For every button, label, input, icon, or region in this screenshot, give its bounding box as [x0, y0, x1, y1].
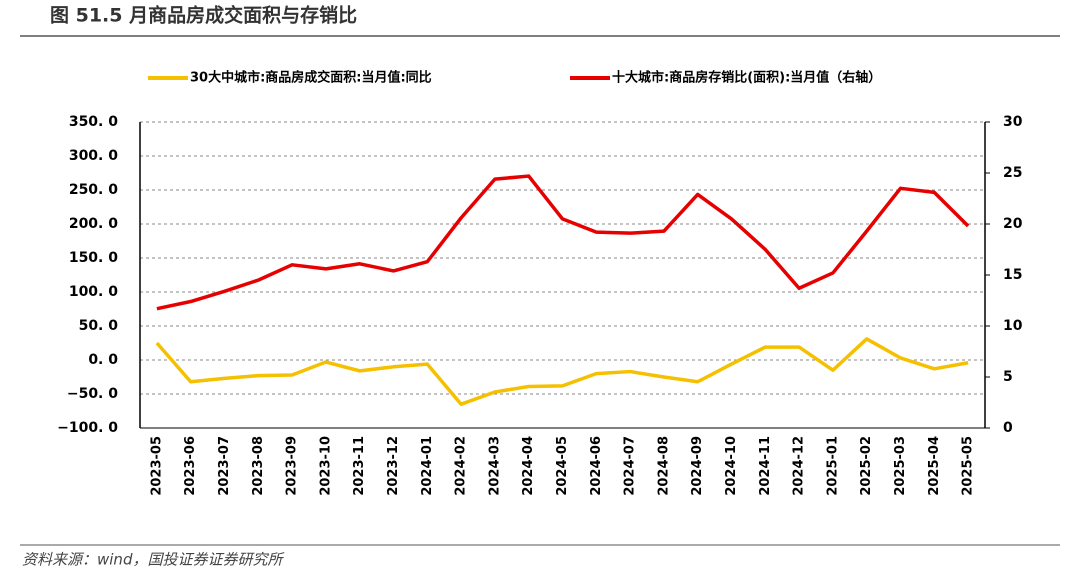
legend-label: 30大中城市:商品房成交面积:当月值:同比 [190, 70, 432, 86]
x-tick-label: 2023-11 [352, 436, 367, 496]
y2-tick-label: 0 [1003, 420, 1013, 436]
x-tick-label: 2024-11 [758, 436, 773, 496]
x-tick-label: 2024-12 [792, 436, 807, 496]
x-tick-label: 2025-04 [927, 436, 942, 496]
x-tick-label: 2023-05 [149, 436, 164, 496]
series-line [155, 337, 969, 406]
x-tick-label: 2023-12 [386, 436, 401, 496]
y-tick-label: 100. 0 [69, 284, 118, 300]
y-tick-label: −100. 0 [57, 420, 118, 436]
x-tick-label: 2024-01 [420, 436, 435, 496]
x-tick-label: 2024-10 [724, 436, 739, 496]
x-tick-label: 2025-03 [893, 436, 908, 496]
x-tick-label: 2024-04 [521, 436, 536, 496]
y-tick-label: 150. 0 [69, 250, 118, 266]
x-tick-label: 2023-10 [318, 436, 333, 496]
x-tick-label: 2025-01 [825, 436, 840, 496]
y2-tick-label: 15 [1003, 267, 1022, 283]
y-tick-label: 50. 0 [79, 318, 119, 334]
x-tick-label: 2024-08 [656, 436, 671, 496]
x-tick-label: 2023-06 [183, 436, 198, 496]
y-tick-label: 300. 0 [69, 148, 118, 164]
x-tick-label: 2024-02 [454, 436, 469, 496]
y-tick-label: 0. 0 [88, 352, 118, 368]
y-tick-label: 350. 0 [69, 114, 118, 130]
series-line [156, 174, 970, 311]
x-tick-label: 2023-07 [217, 436, 232, 496]
x-tick-label: 2024-07 [623, 436, 638, 496]
x-tick-label: 2024-09 [690, 436, 705, 496]
source: 资料来源：wind，国投证券证券研究所 [22, 551, 284, 569]
x-tick-label: 2025-02 [859, 436, 874, 496]
y-tick-label: 200. 0 [69, 216, 118, 232]
x-tick-label: 2024-03 [487, 436, 502, 496]
y2-tick-label: 20 [1003, 216, 1023, 232]
legend-label: 十大城市:商品房存销比(面积):当月值（右轴） [612, 70, 881, 86]
y2-tick-label: 30 [1003, 114, 1023, 130]
x-tick-label: 2023-08 [251, 436, 266, 496]
chart-title: 图 51.5 月商品房成交面积与存销比 [50, 4, 357, 27]
y2-tick-label: 25 [1003, 165, 1022, 181]
x-tick-label: 2025-05 [961, 436, 976, 496]
y-tick-label: −50. 0 [67, 386, 118, 402]
x-tick-label: 2023-09 [285, 436, 300, 496]
y2-tick-label: 5 [1003, 369, 1013, 385]
y-tick-label: 250. 0 [69, 182, 118, 198]
y2-tick-label: 10 [1003, 318, 1023, 334]
x-tick-label: 2024-06 [589, 436, 604, 496]
x-tick-label: 2024-05 [555, 436, 570, 496]
